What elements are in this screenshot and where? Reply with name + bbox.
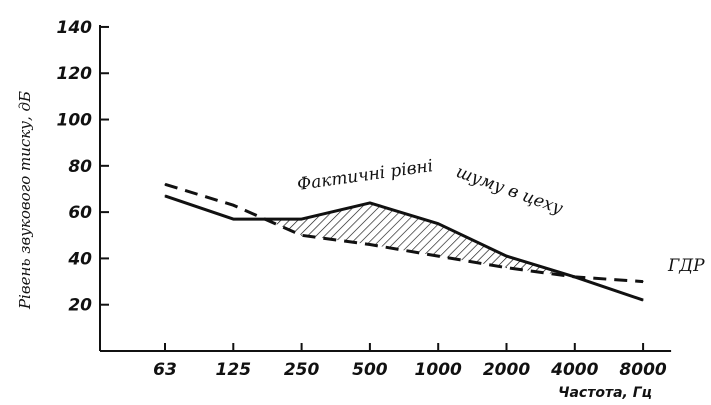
x-tick-label: 250 bbox=[284, 360, 320, 380]
series-dashed-line bbox=[164, 182, 644, 284]
dashed-point bbox=[642, 281, 644, 283]
x-axis-title: Частота, Гц bbox=[558, 385, 652, 401]
series-solid-line bbox=[164, 194, 644, 302]
x-tick-label: 2000 bbox=[483, 360, 530, 380]
dashed-point bbox=[164, 183, 166, 185]
annotation-limit-label: ГДР bbox=[667, 256, 705, 276]
solid-point bbox=[164, 195, 166, 197]
x-tick-label: 1000 bbox=[415, 360, 462, 380]
annotation-actual-levels: Фактичні рівні bbox=[296, 156, 434, 195]
solid-point bbox=[437, 223, 439, 225]
y-tick-label: 140 bbox=[57, 18, 93, 38]
dashed-point bbox=[437, 255, 439, 257]
y-tick-label: 100 bbox=[57, 111, 93, 131]
dashed-point bbox=[301, 234, 303, 236]
y-tick-label: 120 bbox=[57, 64, 93, 84]
dashed-point bbox=[574, 276, 576, 278]
solid-point bbox=[232, 218, 234, 220]
solid-point bbox=[642, 299, 644, 301]
x-tick-label: 500 bbox=[352, 360, 388, 380]
y-tick-label: 80 bbox=[68, 157, 92, 177]
solid-point bbox=[369, 202, 371, 204]
y-tick-label: 60 bbox=[68, 203, 92, 223]
x-tick-label: 63 bbox=[153, 360, 177, 380]
dashed-point bbox=[506, 267, 507, 269]
solid-point bbox=[301, 218, 303, 220]
y-tick-label: 40 bbox=[67, 249, 92, 269]
x-tick-label: 4000 bbox=[550, 360, 598, 380]
x-tick-label: 8000 bbox=[619, 360, 666, 380]
solid-point bbox=[506, 255, 507, 257]
x-tick-label: 125 bbox=[216, 360, 252, 380]
hatched-excess-area bbox=[264, 202, 575, 277]
y-axis-title: Рівень звукового тиску, дБ bbox=[16, 91, 34, 310]
dashed-point bbox=[232, 204, 234, 206]
y-tick-label: 20 bbox=[68, 296, 92, 316]
dashed-point bbox=[369, 244, 371, 246]
annotation-noise-in-shop: шуму в цеху bbox=[453, 162, 565, 219]
